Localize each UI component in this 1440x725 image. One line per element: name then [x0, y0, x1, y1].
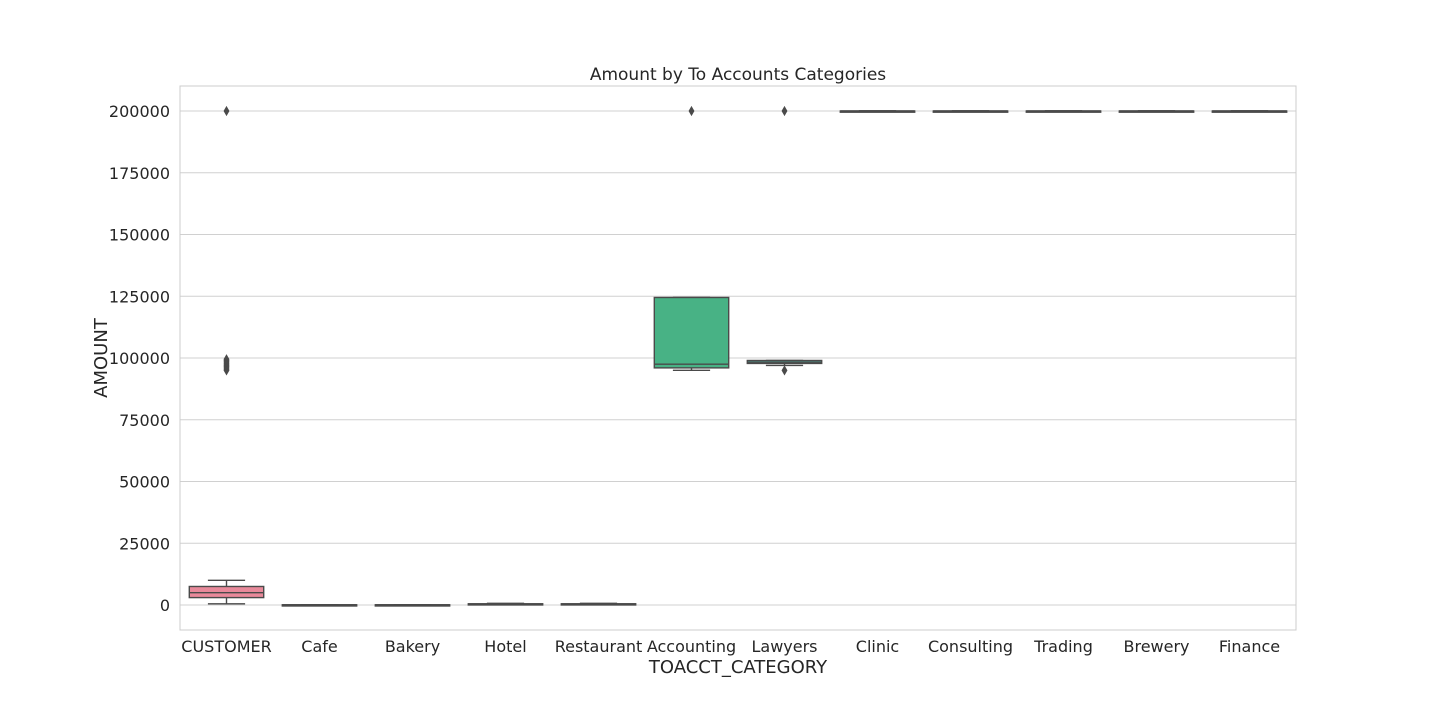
y-tick-label: 150000: [109, 226, 170, 245]
box-trading: [1025, 110, 1102, 113]
outlier-point: [223, 354, 230, 365]
x-tick-label: Cafe: [301, 637, 337, 656]
outlier-point: [223, 105, 230, 117]
x-tick-label: Accounting: [647, 637, 736, 656]
box-brewery: [1118, 110, 1195, 113]
box-accounting: [653, 105, 730, 372]
y-tick-labels: 0 25000 50000 75000 100000 125000 150000 175000…: [109, 102, 170, 615]
x-tick-label: Consulting: [928, 637, 1013, 656]
outlier-point: [688, 105, 695, 117]
y-tick-label: 50000: [119, 473, 170, 492]
y-tick-label: 175000: [109, 164, 170, 183]
x-tick-labels: CUSTOMER Cafe Bakery Hotel Restaurant Account…: [181, 637, 1280, 656]
x-tick-label: Clinic: [856, 637, 899, 656]
x-tick-label: Brewery: [1123, 637, 1189, 656]
box-restaurant: [560, 602, 637, 606]
box-hotel: [467, 602, 544, 606]
plot-area-frame: [179, 85, 1297, 631]
box-cafe: [281, 604, 358, 607]
box-customer: [188, 105, 265, 605]
outlier-point: [781, 365, 788, 376]
y-axis-title: AMOUNT: [91, 317, 112, 398]
x-axis-title: TOACCT_CATEGORY: [648, 657, 828, 678]
box-lawyers: [746, 105, 823, 376]
y-tick-label: 25000: [119, 534, 170, 553]
x-tick-label: CUSTOMER: [181, 637, 271, 656]
boxes-layer: [188, 105, 1288, 607]
box-bakery: [374, 604, 451, 607]
box-finance: [1211, 110, 1288, 113]
x-tick-label: Trading: [1033, 637, 1093, 656]
box-consulting: [932, 110, 1009, 113]
x-tick-label: Restaurant: [555, 637, 643, 656]
box-body: [653, 296, 730, 369]
x-tick-label: Bakery: [385, 637, 440, 656]
y-tick-label: 75000: [119, 411, 170, 430]
y-tick-label: 125000: [109, 287, 170, 306]
x-tick-label: Hotel: [484, 637, 526, 656]
grid-lines: [180, 110, 1296, 606]
y-tick-label: 0: [160, 596, 170, 615]
y-tick-label: 200000: [109, 102, 170, 121]
chart-title: Amount by To Accounts Categories: [590, 65, 886, 85]
x-tick-label: Lawyers: [751, 637, 817, 656]
box-clinic: [839, 110, 916, 113]
x-tick-label: Finance: [1219, 637, 1280, 656]
y-tick-label: 100000: [109, 349, 170, 368]
outlier-point: [781, 105, 788, 117]
